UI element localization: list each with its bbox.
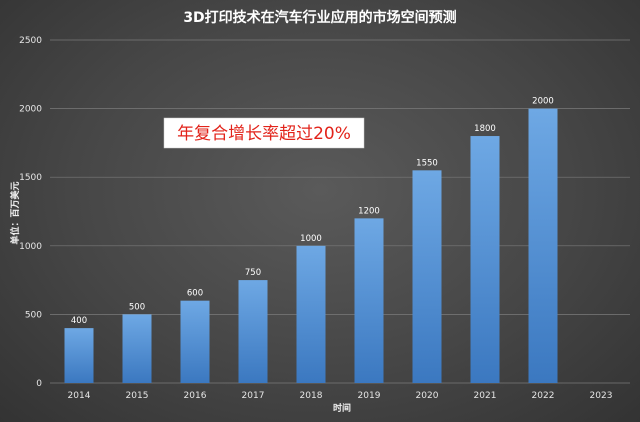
- x-tick-label: 2022: [532, 391, 555, 401]
- data-label: 2000: [532, 97, 554, 107]
- x-tick-label: 2015: [126, 391, 149, 401]
- data-label: 1550: [416, 158, 438, 168]
- x-tick-label: 2016: [184, 391, 207, 401]
- x-tick-label: 2020: [416, 391, 439, 401]
- y-tick-label: 2000: [19, 105, 42, 115]
- x-axis-ticks: 2014 2015 2016 2017 2018 2019 2020 2021 2022 2023: [68, 391, 613, 401]
- data-label: 1200: [358, 206, 380, 216]
- y-tick-label: 1000: [19, 242, 42, 252]
- chart-title: 3D打印技术在汽车行业应用的市场空间预测: [183, 9, 456, 26]
- data-label: 1000: [300, 234, 322, 244]
- bar-2017: [238, 280, 268, 383]
- y-tick-label: 0: [36, 379, 42, 389]
- bar-2016: [180, 300, 210, 383]
- growth-annotation: 年复合增长率超过20%: [177, 124, 351, 144]
- data-labels: 400 500 600 750 1000 1200 1550 1800 2000: [71, 97, 554, 327]
- x-tick-label: 2014: [68, 391, 91, 401]
- data-label: 500: [129, 302, 145, 312]
- bar-2022: [528, 108, 558, 383]
- y-axis-label: 单位：百万美元: [9, 181, 21, 244]
- x-axis-label: 时间: [333, 402, 351, 414]
- x-tick-label: 2023: [590, 391, 613, 401]
- annotation-background: [163, 117, 365, 149]
- bar-2014: [64, 328, 94, 383]
- y-axis-ticks: 0 500 1000 1500 2000 2500: [19, 36, 42, 389]
- bar-2018: [296, 245, 326, 383]
- x-tick-label: 2018: [300, 391, 323, 401]
- data-label: 750: [245, 268, 261, 278]
- data-label: 400: [71, 316, 87, 326]
- y-tick-label: 2500: [19, 36, 42, 46]
- y-tick-label: 500: [25, 310, 42, 320]
- y-tick-label: 1500: [19, 173, 42, 183]
- bar-2021: [470, 136, 500, 383]
- x-tick-label: 2019: [358, 391, 381, 401]
- bar-2019: [354, 218, 384, 383]
- bars: [64, 108, 558, 383]
- data-label: 600: [187, 289, 203, 299]
- annotation-box: 年复合增长率超过20%: [163, 117, 365, 149]
- x-tick-label: 2017: [242, 391, 265, 401]
- bar-2020: [412, 170, 442, 383]
- x-tick-label: 2021: [474, 391, 497, 401]
- bar-2015: [122, 314, 152, 383]
- data-label: 1800: [474, 124, 496, 134]
